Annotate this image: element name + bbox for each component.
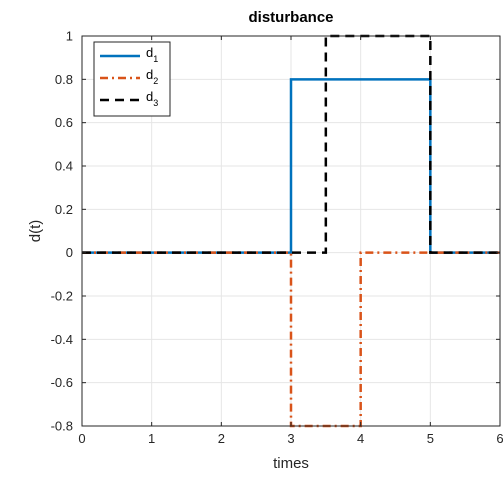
legend-label-2: d2 <box>146 67 158 86</box>
y-tick-label: -0.8 <box>51 419 73 434</box>
x-tick-label: 2 <box>218 431 225 446</box>
legend-label-1: d1 <box>146 45 158 64</box>
y-tick-label: 0.8 <box>55 72 73 87</box>
x-tick-label: 6 <box>496 431 503 446</box>
x-tick-label: 1 <box>148 431 155 446</box>
y-tick-label: -0.4 <box>51 332 73 347</box>
legend-label-name: d <box>146 45 153 60</box>
x-tick-label: 4 <box>357 431 364 446</box>
x-tick-label: 5 <box>427 431 434 446</box>
x-tick-label: 3 <box>287 431 294 446</box>
x-tick-label: 0 <box>78 431 85 446</box>
y-tick-label: -0.2 <box>51 289 73 304</box>
y-axis-label: d(t) <box>27 220 44 243</box>
chart-title: disturbance <box>248 9 333 26</box>
legend-label-name: d <box>146 89 153 104</box>
legend-label-subscript: 1 <box>153 54 158 64</box>
y-tick-label: 0.4 <box>55 159 73 174</box>
legend-label-subscript: 3 <box>153 98 158 108</box>
y-tick-label: 0.6 <box>55 115 73 130</box>
legend-label-name: d <box>146 67 153 82</box>
y-tick-label: 0.2 <box>55 202 73 217</box>
y-tick-label: 0 <box>66 245 73 260</box>
y-tick-label: 1 <box>66 29 73 44</box>
legend-label-subscript: 2 <box>153 76 158 86</box>
ticks: 0 1 2 3 4 5 6 -0.8 -0.6 -0.4 -0.2 0 0.2 0.4 0.6 0.8 1 <box>51 29 504 447</box>
x-axis-label: times <box>273 455 309 472</box>
y-tick-label: -0.6 <box>51 375 73 390</box>
legend-label-3: d3 <box>146 89 158 108</box>
